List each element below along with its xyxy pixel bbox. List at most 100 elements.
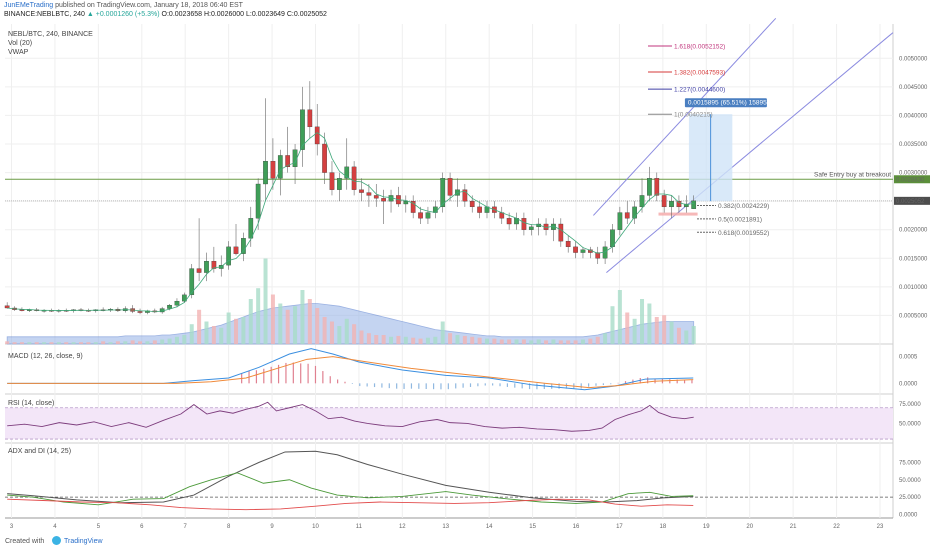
rsi-line (7, 401, 694, 432)
volume-bar (389, 336, 394, 344)
volume-bar (167, 338, 172, 344)
volume-bar (455, 335, 460, 344)
candle-body (425, 212, 431, 219)
volume-bar (278, 303, 283, 344)
candle-body (307, 109, 313, 128)
fib-label: 0.382(0.0024229) (718, 203, 769, 210)
candle-body (669, 200, 674, 208)
volume-bar (352, 324, 357, 344)
volume-bar (307, 299, 312, 344)
candle-body (344, 166, 350, 179)
adx-line (7, 450, 694, 504)
candle-body (248, 218, 254, 239)
volume-bar (300, 290, 305, 344)
vwap-line (7, 132, 694, 313)
candle-body (233, 246, 239, 254)
adx-y-tick: 0.0000 (899, 513, 918, 519)
channel-lower-line (606, 32, 894, 273)
rsi-y-tick: 50.0000 (899, 421, 921, 427)
candle-body (366, 192, 372, 196)
volume-bar (573, 340, 578, 344)
volume-bar (595, 336, 600, 344)
candle-body (285, 155, 291, 168)
candle-body (137, 311, 143, 313)
candle-body (204, 260, 209, 273)
ohlc-label: O:0.0023658 H:0.0026000 L:0.0023649 C:0.… (161, 11, 327, 18)
candle-body (337, 178, 342, 190)
volume-bar (234, 318, 239, 344)
chart-header: JunEMeTrading published on TradingView.c… (0, 0, 932, 22)
fib-label: 1.227(0.0044600) (674, 87, 725, 94)
volume-bar (86, 342, 91, 344)
price-label-text: 0.0028830 (896, 177, 925, 183)
adx-panel (5, 450, 893, 511)
x-tick-label: 8 (227, 524, 231, 530)
vwap-label: VWAP (8, 49, 29, 56)
volume-bar (470, 336, 475, 344)
candle-body (270, 160, 276, 179)
volume-bar (344, 318, 349, 344)
volume-bar (521, 339, 526, 344)
author-link[interactable]: JunEMeTrading (4, 2, 54, 9)
volume-bar (462, 335, 467, 344)
volume-ma-area (6, 303, 695, 345)
grid (5, 24, 894, 519)
volume-bar (256, 288, 261, 344)
candle-body (359, 189, 364, 193)
x-tick-label: 7 (184, 524, 188, 530)
volume-bar (123, 341, 128, 344)
fib-label: 0.5(0.0021891) (718, 216, 762, 223)
volume-bar (211, 326, 216, 344)
candle-body (226, 246, 231, 266)
volume-bar (381, 335, 386, 344)
x-tick-label: 11 (356, 524, 363, 530)
symbol-ohlc-line: BINANCE:NEBLBTC, 240 ▲ +0.0001260 (+5.3%… (4, 11, 327, 19)
candle-body (174, 300, 180, 306)
fib-label: 0.618(0.0019552) (718, 230, 769, 237)
candle-body (189, 268, 195, 296)
tradingview-brand[interactable]: TradingView (64, 538, 103, 545)
candle-body (167, 304, 172, 309)
volume-bar (544, 340, 549, 344)
published-text: published on TradingView.com, January 18… (55, 2, 243, 9)
candle-body (647, 178, 652, 196)
volume-bar (676, 327, 681, 344)
created-with-text: Created with (5, 538, 45, 545)
volume-bar (625, 312, 630, 344)
candle-body (432, 206, 438, 213)
macd-y-tick: 0.0005 (899, 355, 918, 361)
volume-bar (263, 258, 268, 344)
volume-bar (654, 317, 659, 344)
rsi-y-tick: 75.0000 (899, 402, 921, 408)
candle-body (403, 200, 409, 205)
adx-label: ADX and DI (14, 25) (8, 448, 71, 455)
volume-bar (226, 312, 231, 344)
y-tick-label: 0.0045000 (899, 85, 928, 91)
candle-body (462, 189, 468, 202)
volume-bar (93, 342, 98, 344)
candle-body (477, 206, 482, 213)
volume-bar (101, 341, 106, 344)
volume-bar (366, 333, 371, 344)
candle-body (683, 203, 689, 208)
volume-bar (241, 317, 246, 344)
candle-body (617, 212, 623, 230)
volume-bar (507, 339, 512, 344)
macd-signal-line (7, 356, 694, 389)
candle-body (277, 155, 283, 179)
x-tick-label: 20 (746, 524, 753, 530)
volume-bar (492, 338, 497, 344)
candle-body (196, 268, 202, 273)
candle-body (565, 240, 571, 248)
y-tick-label: 0.0040000 (899, 113, 928, 119)
candle-body (661, 195, 667, 208)
candle-body (521, 218, 527, 230)
volume-bar (248, 299, 253, 344)
y-tick-label: 0.0005000 (899, 313, 928, 319)
volume-bar (138, 341, 143, 344)
volume-bar (411, 337, 416, 344)
symbol-label: BINANCE:NEBLBTC, 240 (4, 11, 85, 18)
x-tick-label: 13 (442, 524, 449, 530)
volume-bar (374, 335, 379, 344)
